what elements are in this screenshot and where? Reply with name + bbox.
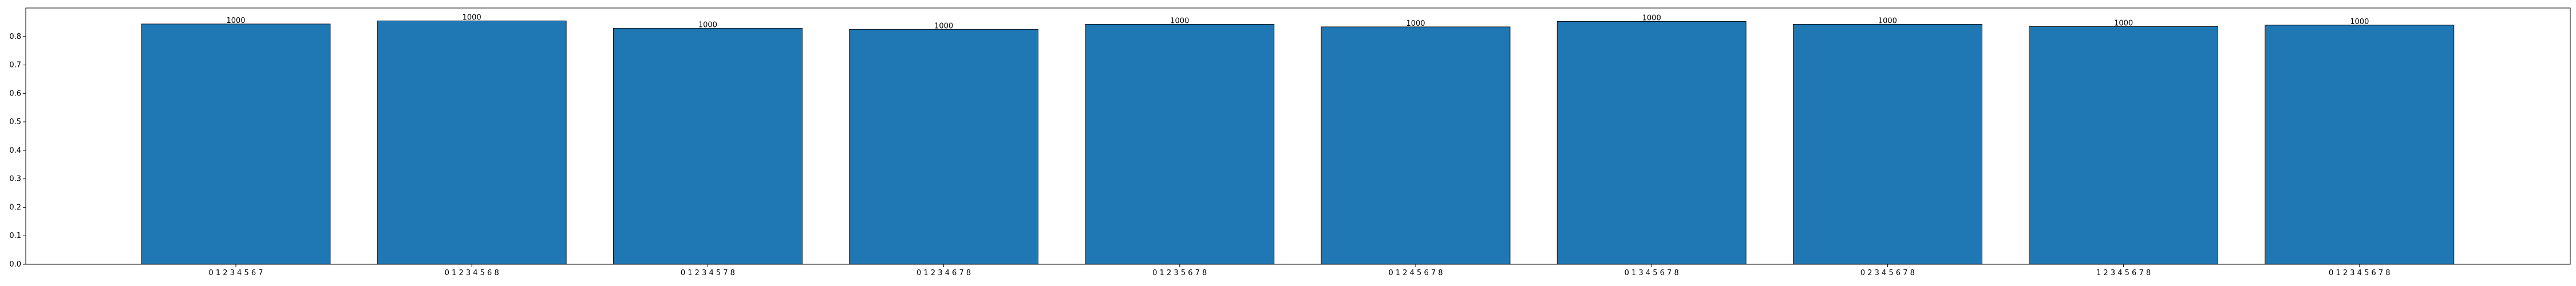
y-axis: 0.0 0.1 0.2 0.3 0.4 0.5 0.6 0.7 0.8 (9, 33, 26, 269)
x-tick-label: 0 1 2 3 4 5 6 7 8 (2329, 269, 2391, 277)
y-tick-label: 0.2 (9, 203, 21, 212)
bar (2029, 26, 2219, 265)
bar (377, 21, 567, 265)
y-tick-label: 0.0 (9, 260, 21, 269)
y-tick-label: 0.5 (9, 118, 21, 126)
bar (1321, 26, 1511, 265)
data-label: 1000 (463, 13, 481, 22)
data-labels-group: 1000 1000 1000 1000 1000 1000 1000 1000 1000 1000 (226, 13, 2369, 30)
bar (613, 27, 803, 265)
data-label: 1000 (1878, 17, 1897, 25)
data-label: 1000 (2350, 18, 2369, 26)
bar (1792, 24, 1982, 265)
x-axis: 0 1 2 3 4 5 6 7 0 1 2 3 4 5 6 8 0 1 2 3 4 … (208, 264, 2391, 277)
plot-frame (25, 7, 2571, 265)
data-label: 1000 (934, 22, 953, 30)
data-label: 1000 (2114, 19, 2133, 27)
bar (1085, 24, 1275, 265)
y-tick-label: 0.6 (9, 89, 21, 98)
bar (849, 29, 1038, 265)
x-tick-label: 0 1 2 3 5 6 7 8 (1152, 269, 1207, 277)
y-tick-label: 0.4 (9, 146, 21, 155)
x-tick-label: 0 1 2 3 4 5 7 8 (681, 269, 735, 277)
x-tick-label: 0 1 2 3 4 5 6 7 (208, 269, 263, 277)
y-tick-label: 0.7 (9, 61, 21, 70)
x-tick-label: 0 2 3 4 5 6 7 8 (1860, 269, 1915, 277)
x-tick-label: 1 2 3 4 5 6 7 8 (2096, 269, 2151, 277)
x-tick-label: 0 1 2 3 4 6 7 8 (916, 269, 971, 277)
bars-group (141, 21, 2455, 265)
bar (2265, 25, 2455, 265)
y-tick-label: 0.3 (9, 175, 21, 184)
x-tick-label: 0 1 3 4 5 6 7 8 (1625, 269, 1679, 277)
data-label: 1000 (1406, 19, 1425, 28)
y-tick-label: 0.8 (9, 33, 21, 41)
bar (141, 23, 331, 265)
x-tick-label: 0 1 2 3 4 5 6 8 (445, 269, 499, 277)
bar (1556, 21, 1747, 265)
y-tick-label: 0.1 (9, 232, 21, 240)
data-label: 1000 (226, 17, 245, 25)
data-label: 1000 (698, 21, 717, 29)
data-label: 1000 (1170, 17, 1189, 25)
x-tick-label: 0 1 2 4 5 6 7 8 (1388, 269, 1443, 277)
data-label: 1000 (1642, 14, 1661, 22)
